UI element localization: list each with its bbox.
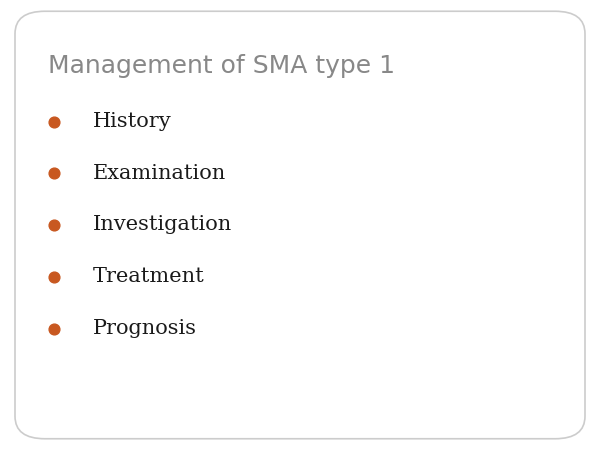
Text: Examination: Examination: [93, 164, 226, 183]
Text: Investigation: Investigation: [93, 216, 232, 234]
Point: [49, 170, 59, 177]
Text: Management of SMA type 1: Management of SMA type 1: [48, 54, 395, 78]
Text: Treatment: Treatment: [93, 267, 205, 286]
FancyBboxPatch shape: [15, 11, 585, 439]
Text: Prognosis: Prognosis: [93, 319, 197, 338]
Text: History: History: [93, 112, 172, 131]
Point: [49, 221, 59, 229]
Point: [49, 118, 59, 125]
Point: [49, 325, 59, 332]
Point: [49, 273, 59, 280]
